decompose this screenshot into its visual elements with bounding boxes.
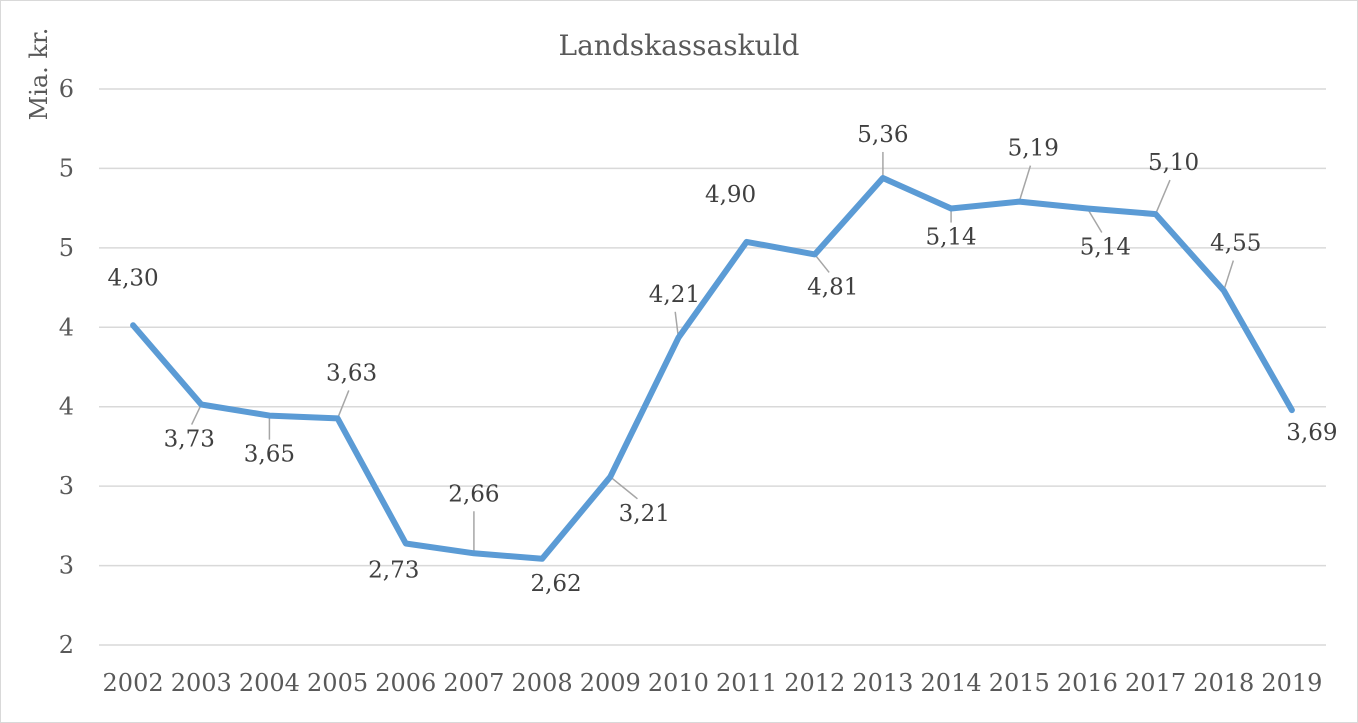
data-point: [744, 239, 750, 245]
data-label: 3,63: [326, 360, 377, 386]
leader-line: [336, 390, 350, 419]
data-point: [1016, 199, 1022, 205]
data-label: 2,62: [530, 571, 581, 597]
data-point: [266, 413, 272, 419]
leader-line: [1086, 208, 1103, 233]
x-tick-label: 2015: [989, 669, 1050, 697]
y-tick-label: 4: [59, 393, 74, 421]
data-label: 5,10: [1148, 150, 1199, 176]
data-label: 4,30: [107, 265, 158, 291]
x-tick-layer: 2002 2003 2004 2005 2006 2007 2008 2009 2010 2011…: [103, 669, 1323, 697]
x-tick-label: 2019: [1261, 669, 1322, 697]
data-point: [675, 335, 681, 341]
leader-line: [814, 253, 830, 273]
data-label: 3,65: [244, 442, 295, 468]
leader-line: [609, 476, 638, 500]
y-axis-label: Mia. kr.: [25, 28, 53, 121]
data-label: 5,14: [925, 225, 976, 251]
data-label: 3,21: [619, 501, 670, 527]
x-tick-label: 2005: [307, 669, 368, 697]
x-tick-label: 2010: [648, 669, 709, 697]
data-label: 4,55: [1210, 231, 1261, 257]
data-point: [880, 175, 886, 181]
y-tick-label: 3: [59, 552, 74, 580]
data-label: 3,69: [1286, 420, 1337, 446]
data-point: [539, 556, 545, 562]
data-label: 5,19: [1008, 136, 1059, 162]
data-label-layer: 4,30 3,73 3,65 3,63 2,73 2,66 2,62 3,21 4,21 4,90…: [107, 122, 1337, 597]
chart-title: Landskassaskuld: [559, 29, 800, 62]
x-tick-label: 2006: [375, 669, 436, 697]
y-tick-layer: 2 3 3 4 4 5 5 6: [59, 75, 74, 659]
leader-line: [1223, 260, 1235, 291]
x-tick-label: 2007: [443, 669, 504, 697]
data-label: 4,90: [705, 182, 756, 208]
data-point: [198, 402, 204, 408]
x-tick-label: 2009: [580, 669, 641, 697]
leader-line: [1018, 165, 1032, 202]
data-label: 5,36: [857, 122, 908, 148]
x-tick-label: 2017: [1125, 669, 1186, 697]
series-line: [130, 175, 1295, 562]
x-tick-label: 2011: [716, 669, 777, 697]
x-tick-label: 2003: [171, 669, 232, 697]
y-tick-label: 6: [59, 75, 74, 103]
data-point: [607, 474, 613, 480]
leader-line: [190, 404, 202, 425]
x-tick-label: 2012: [784, 669, 845, 697]
data-point: [948, 206, 954, 212]
x-tick-label: 2016: [1057, 669, 1118, 697]
x-tick-label: 2004: [239, 669, 300, 697]
data-label: 3,73: [164, 427, 215, 453]
x-tick-label: 2014: [921, 669, 982, 697]
y-tick-label: 2: [59, 631, 74, 659]
leader-line: [1154, 179, 1171, 215]
x-tick-label: 2018: [1193, 669, 1254, 697]
data-label: 2,66: [448, 481, 499, 507]
y-tick-label: 4: [59, 313, 74, 341]
data-label: 4,81: [807, 274, 858, 300]
data-point: [335, 415, 341, 421]
y-tick-label: 5: [59, 234, 74, 262]
x-tick-label: 2008: [512, 669, 573, 697]
data-point: [130, 322, 136, 328]
data-point: [1289, 407, 1295, 413]
data-point: [1084, 206, 1090, 212]
data-point: [1221, 288, 1227, 294]
series-layer: [130, 175, 1295, 562]
data-point: [471, 550, 477, 556]
x-tick-label: 2002: [103, 669, 164, 697]
grid-layer: [99, 88, 1326, 646]
leader-line-layer: [190, 151, 1235, 554]
data-point: [403, 541, 409, 547]
data-label: 2,73: [368, 558, 419, 584]
data-label: 4,21: [649, 282, 700, 308]
data-point: [812, 251, 818, 257]
data-point: [1153, 211, 1159, 217]
x-tick-label: 2013: [852, 669, 913, 697]
data-label: 5,14: [1080, 235, 1131, 261]
y-tick-label: 3: [59, 472, 74, 500]
y-tick-label: 5: [59, 154, 74, 182]
